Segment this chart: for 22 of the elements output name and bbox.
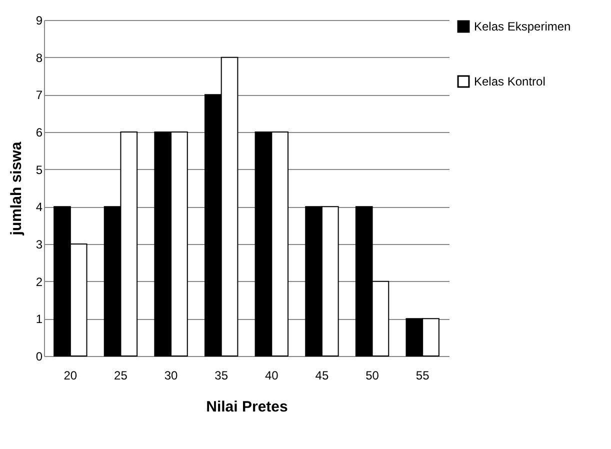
y-tick-label: 1	[36, 312, 43, 326]
x-tick-label: 25	[114, 368, 128, 382]
y-tick-label: 5	[36, 162, 43, 177]
x-tick-label: 55	[416, 368, 430, 382]
x-tick-label: 40	[264, 368, 279, 382]
y-tick-label: 0	[36, 350, 43, 364]
x-axis-title: Nilai Pretes	[206, 398, 288, 416]
y-tick-label: 2	[36, 274, 43, 289]
x-tick-label: 50	[366, 368, 380, 382]
y-tick-label: 9	[36, 14, 43, 28]
y-tick-label: 4	[36, 200, 43, 214]
x-tick-label: 20	[64, 368, 78, 382]
y-tick-label: 8	[36, 50, 43, 65]
y-tick-label: 3	[36, 238, 43, 252]
y-tick-label: 7	[36, 88, 43, 102]
y-tick-label: 6	[36, 126, 43, 140]
legend-label: Kelas Kontrol	[474, 74, 546, 88]
y-axis-title: jumlah siswa	[8, 141, 25, 236]
x-tick-label: 30	[164, 368, 178, 382]
legend-label: Kelas Eksperimen	[474, 20, 571, 34]
x-tick-label: 35	[214, 368, 228, 382]
x-tick-label: 45	[315, 368, 329, 382]
